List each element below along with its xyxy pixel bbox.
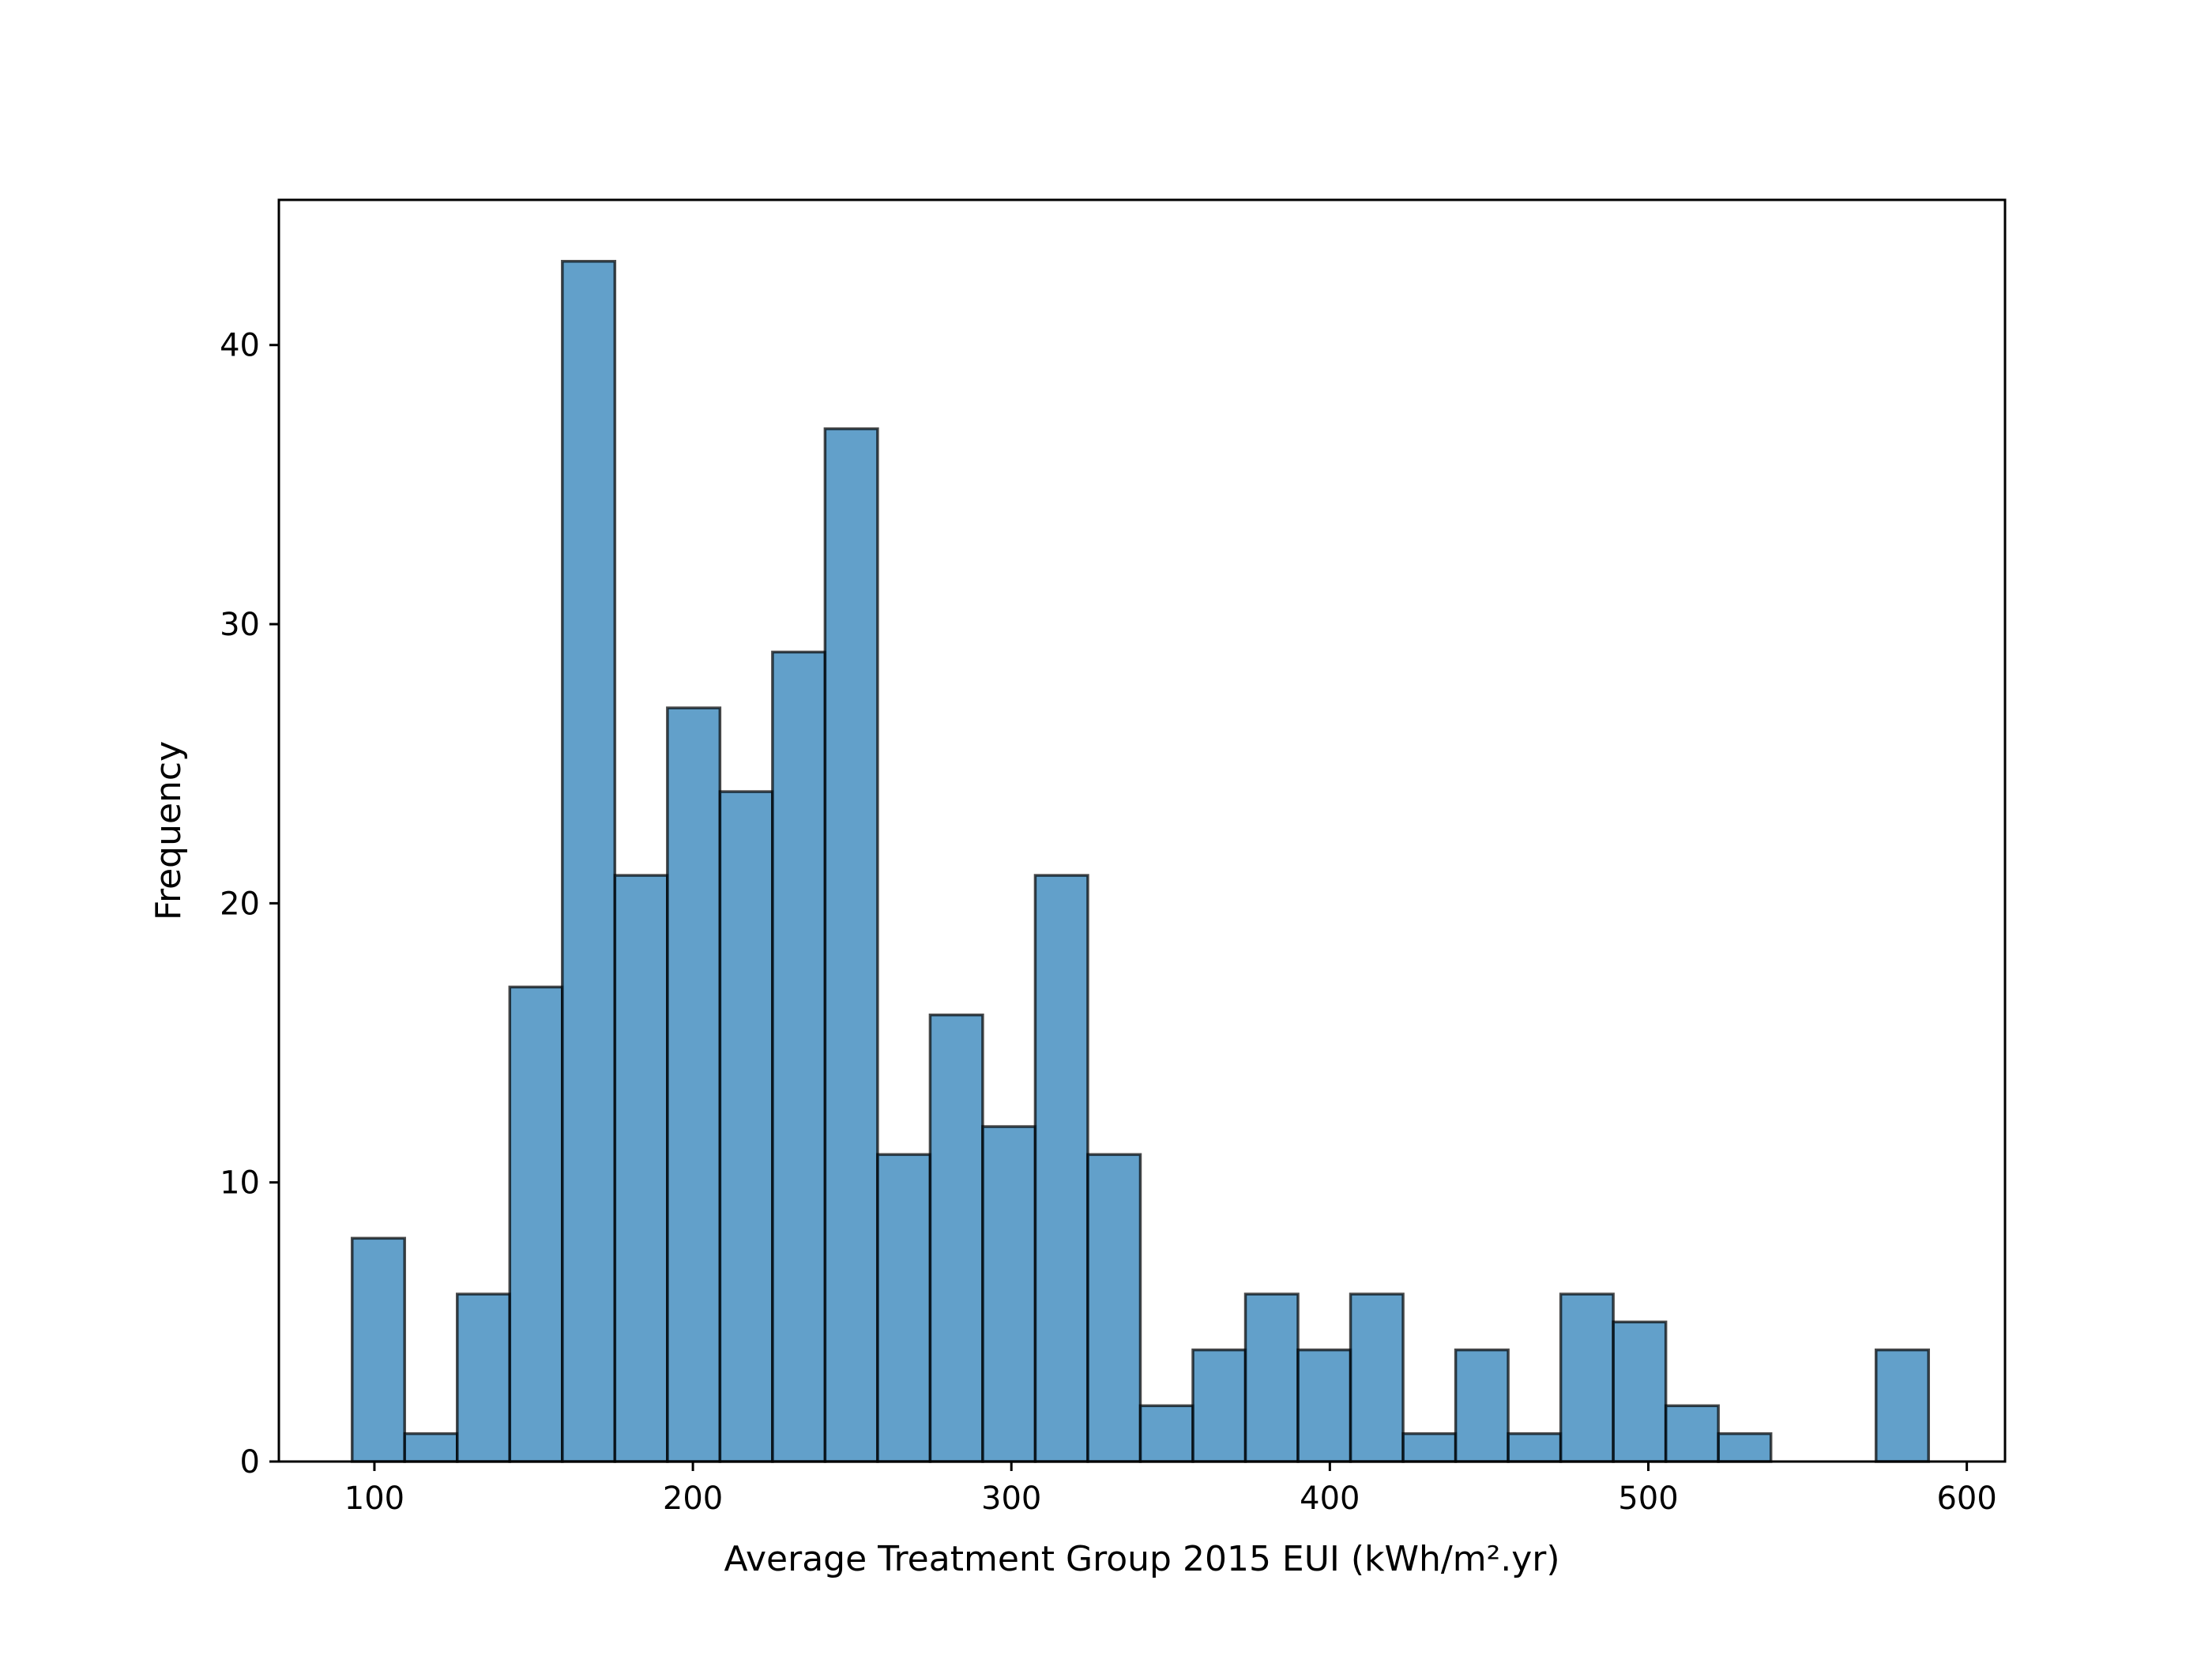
histogram-bar-9 — [823, 427, 879, 1463]
x-tick-label: 600 — [1936, 1481, 1996, 1517]
x-axis-ticks: 100 200 300 400 500 600 — [344, 1462, 1997, 1517]
histogram-bar-17 — [1243, 1292, 1300, 1463]
y-tick-label: 0 — [240, 1444, 260, 1481]
histogram-bar-25 — [1664, 1404, 1720, 1463]
x-tick-label: 200 — [663, 1481, 723, 1517]
x-tick-label: 400 — [1300, 1481, 1360, 1517]
plot-frame — [277, 198, 2007, 1463]
y-tick-label: 30 — [220, 607, 260, 643]
histogram-bar-13 — [1033, 874, 1089, 1463]
histogram-bar-15 — [1138, 1404, 1194, 1463]
histogram-bar-18 — [1296, 1348, 1352, 1463]
histogram-bar-10 — [876, 1153, 932, 1463]
histogram-bar-21 — [1454, 1348, 1510, 1463]
histogram-bar-16 — [1191, 1348, 1247, 1463]
histogram-bar-1 — [403, 1432, 459, 1463]
x-axis-label: Average Treatment Group 2015 EUI (kWh/m²… — [724, 1539, 1559, 1579]
y-tick-label: 20 — [220, 886, 260, 922]
histogram-bar-8 — [771, 650, 827, 1463]
y-tick-label: 10 — [220, 1165, 260, 1202]
histogram-bar-24 — [1612, 1320, 1668, 1463]
y-axis-label: Frequency — [149, 741, 189, 920]
histogram-bar-29 — [1874, 1348, 1930, 1463]
bars-layer — [350, 259, 1930, 1463]
y-tick-label: 40 — [220, 328, 260, 364]
histogram-bar-26 — [1717, 1432, 1773, 1463]
histogram-bar-12 — [981, 1125, 1037, 1463]
histogram-bar-6 — [666, 706, 722, 1463]
histogram-bar-23 — [1559, 1292, 1615, 1463]
x-tick-label: 100 — [344, 1481, 404, 1517]
histogram-bar-19 — [1349, 1292, 1405, 1463]
histogram-bar-7 — [718, 790, 774, 1463]
histogram-bar-3 — [508, 985, 564, 1463]
histogram-bar-2 — [456, 1292, 512, 1463]
histogram-bar-5 — [613, 874, 669, 1463]
y-axis-ticks: 0 10 20 30 40 — [220, 328, 279, 1481]
x-tick-label: 500 — [1618, 1481, 1678, 1517]
histogram-bar-4 — [561, 259, 617, 1463]
histogram-bar-22 — [1507, 1432, 1563, 1463]
histogram-bar-20 — [1401, 1432, 1458, 1463]
x-tick-label: 300 — [981, 1481, 1041, 1517]
histogram-bar-14 — [1086, 1153, 1142, 1463]
histogram-bar-0 — [350, 1236, 406, 1463]
histogram-bar-11 — [928, 1013, 984, 1463]
